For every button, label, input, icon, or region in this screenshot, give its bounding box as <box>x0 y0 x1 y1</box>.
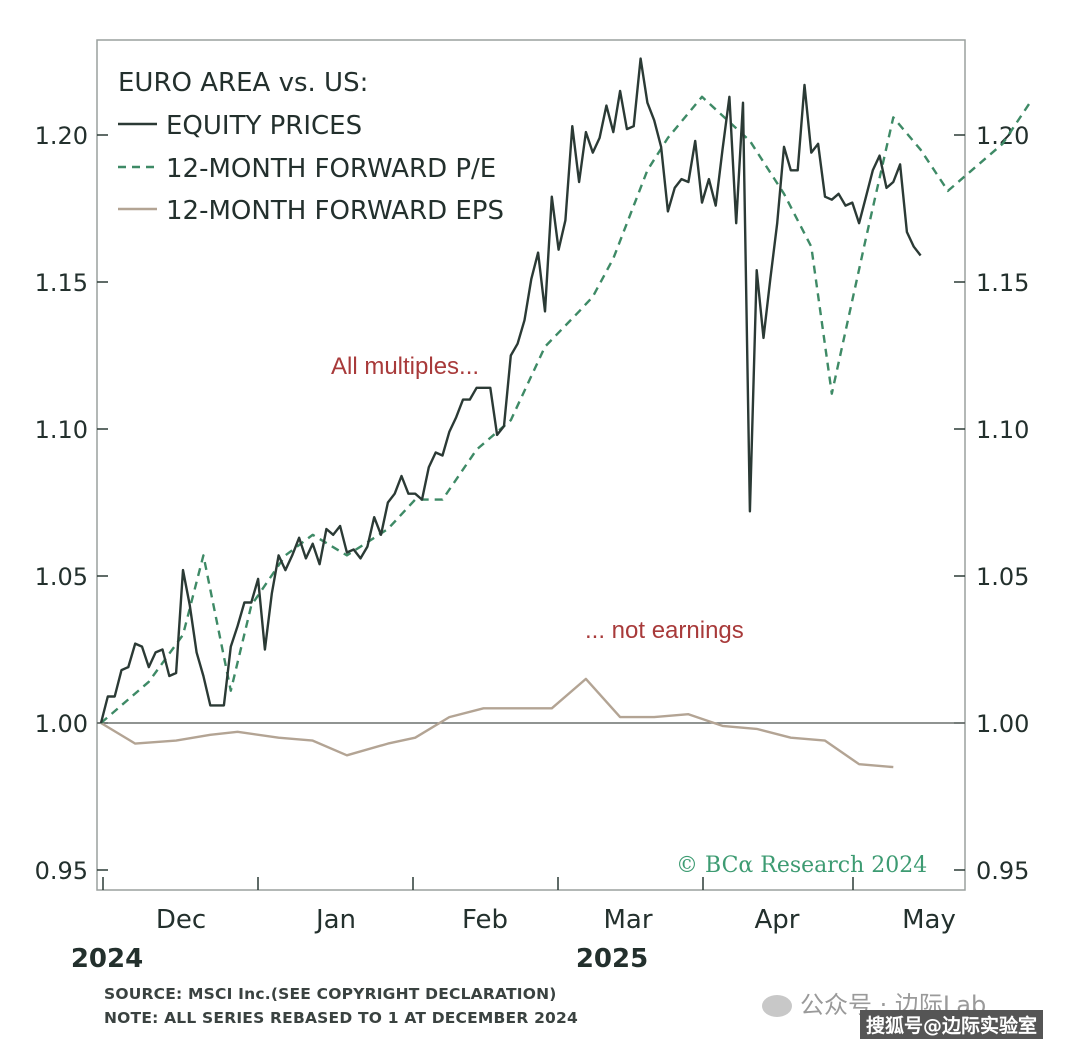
wechat-icon <box>762 995 792 1017</box>
x-year-label: 2025 <box>576 944 648 974</box>
y-tick-label-right: 0.95 <box>976 857 1029 885</box>
copyright-notice: © BCα Research 2024 <box>676 853 927 878</box>
series-line-equity <box>99 57 922 724</box>
y-tick-label-left: 1.15 <box>35 269 88 297</box>
x-month-label: Jan <box>314 905 356 935</box>
y-tick-label-right: 1.20 <box>976 122 1029 150</box>
y-tick-label-right: 1.10 <box>976 416 1029 444</box>
y-tick-label-left: 1.20 <box>35 122 88 150</box>
legend-entry-eps: 12-MONTH FORWARD EPS <box>166 196 504 226</box>
y-tick-marks-right <box>954 134 965 871</box>
annotation-all-multiples: All multiples... <box>331 353 479 380</box>
x-month-label: Mar <box>603 905 652 935</box>
x-month-label: May <box>902 905 956 935</box>
legend-entry-equity: EQUITY PRICES <box>166 111 362 141</box>
y-tick-label-left: 1.05 <box>35 563 88 591</box>
source-note: SOURCE: MSCI Inc.(SEE COPYRIGHT DECLARAT… <box>104 985 557 1003</box>
legend-title: EURO AREA vs. US: <box>118 68 368 98</box>
series-line-eps <box>100 677 894 769</box>
annotation-not-earnings: ... not earnings <box>585 617 744 644</box>
legend-entry-pe: 12-MONTH FORWARD P/E <box>166 154 496 184</box>
x-year-labels: 2024 2025 <box>71 944 648 974</box>
x-month-label: Dec <box>156 905 206 935</box>
y-tick-label-left: 1.10 <box>35 416 88 444</box>
x-month-labels: Dec Jan Feb Mar Apr May <box>156 905 956 935</box>
y-tick-label-left: 1.00 <box>35 710 88 738</box>
y-tick-label-left: 0.95 <box>35 857 88 885</box>
y-tick-label-right: 1.00 <box>976 710 1029 738</box>
y-tick-marks-left <box>97 134 108 871</box>
rebase-note: NOTE: ALL SERIES REBASED TO 1 AT DECEMBE… <box>104 1009 579 1027</box>
y-tick-label-right: 1.15 <box>976 269 1029 297</box>
legend: EURO AREA vs. US: EQUITY PRICES 12-MONTH… <box>118 68 504 226</box>
series-layer <box>99 57 1031 769</box>
x-year-label: 2024 <box>71 944 143 974</box>
x-month-label: Apr <box>755 905 800 935</box>
y-tick-labels-left: 1.20 1.15 1.10 1.05 1.00 0.95 <box>35 122 88 885</box>
series-line-pe <box>100 95 1031 724</box>
y-tick-labels-right: 1.20 1.15 1.10 1.05 1.00 0.95 <box>976 122 1029 885</box>
plot-frame <box>96 39 966 891</box>
watermark-secondary: 搜狐号@边际实验室 <box>860 1010 1044 1039</box>
y-tick-label-right: 1.05 <box>976 563 1029 591</box>
x-tick-marks <box>102 877 854 890</box>
x-month-label: Feb <box>462 905 508 935</box>
